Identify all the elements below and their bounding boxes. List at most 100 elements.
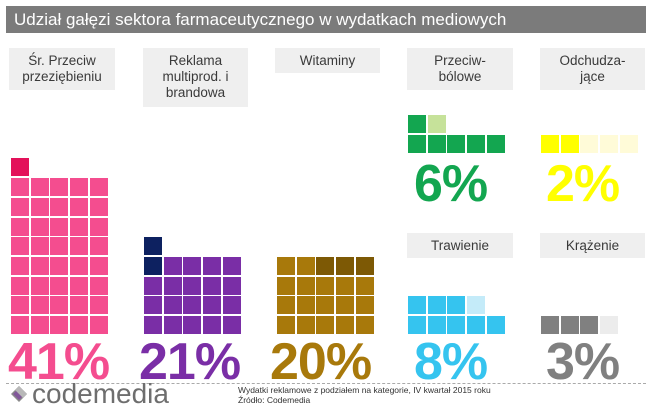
label-przeciwbolowe: Przeciw- bólowe [407,48,513,90]
waffle-cell [89,256,108,275]
waffle-cell [296,276,315,295]
waffle-cell [30,316,49,334]
waffle-cell [600,135,619,153]
waffle-cell [277,256,295,275]
waffle-cell [50,296,69,315]
waffle-cell [30,237,49,256]
pct-trawienie: 8% [414,333,488,391]
waffle-cell [144,316,162,334]
pct-multiprod: 21% [139,333,241,391]
waffle-cell [316,296,335,315]
waffle-cell [70,276,89,295]
waffle-cell [296,256,315,275]
waffle-cell [11,197,29,216]
footnote-source: Źródło: Codemedia [238,395,311,405]
waffle-cell [50,197,69,216]
waffle-cell [30,217,49,236]
waffle-cell [467,296,486,315]
waffle-cell [70,217,89,236]
waffle-cell [427,135,446,153]
waffle-cell [70,256,89,275]
waffle-cell [447,135,466,153]
waffle-cell [296,296,315,315]
waffle-cell [144,237,162,256]
waffle-cell [336,256,355,275]
waffle-cell [89,197,108,216]
waffle-cell [486,135,505,153]
waffle-cell [70,316,89,334]
waffle-cell [316,276,335,295]
waffle-cell [467,135,486,153]
waffle-cell [408,115,426,134]
waffle-cell [50,217,69,236]
waffle-cell [183,296,202,315]
logo-diamond-icon [11,386,27,402]
pct-przeciwbolowe: 6% [414,155,488,213]
waffle-cell [336,316,355,334]
waffle-cell [30,276,49,295]
waffle-cell [89,237,108,256]
waffle-cell [203,256,222,275]
label-multiprod: Reklama multiprod. i brandowa [143,48,248,107]
waffle-cell [560,316,579,334]
waffle-cell [144,276,162,295]
waffle-cell [408,316,426,334]
waffle-cell [277,276,295,295]
waffle-cell [183,276,202,295]
waffle-cell [11,158,29,177]
waffle-cell [11,316,29,334]
waffle-cell [70,296,89,315]
waffle-cell [447,296,466,315]
waffle-cell [203,276,222,295]
waffle-cell [11,178,29,197]
waffle-cell [11,256,29,275]
waffle-cell [277,316,295,334]
waffle-cell [30,178,49,197]
label-przeziebienie: Śr. Przeciw przeziębieniu [9,48,115,90]
waffle-cell [355,256,374,275]
waffle-cell [355,316,374,334]
waffle-cell [70,197,89,216]
chart-title: Udział gałęzi sektora farmaceutycznego w… [6,6,646,33]
waffle-cell [222,276,241,295]
waffle-cell [560,135,579,153]
waffle-cell [408,296,426,315]
waffle-cell [50,178,69,197]
waffle-cell [619,135,638,153]
pct-witaminy: 20% [270,333,372,391]
waffle-cell [89,296,108,315]
waffle-cell [355,296,374,315]
codemedia-logo: codemedia [10,380,169,408]
waffle-cell [316,256,335,275]
waffle-cell [11,217,29,236]
label-trawienie: Trawienie [407,233,513,258]
label-witaminy: Witaminy [275,48,380,73]
waffle-cell [89,276,108,295]
footnote-description: Wydatki reklamowe z podziałem na kategor… [238,385,491,395]
separator-line [6,383,646,384]
waffle-cell [203,316,222,334]
waffle-cell [336,296,355,315]
waffle-cell [447,316,466,334]
waffle-cell [144,256,162,275]
waffle-cell [408,135,426,153]
waffle-cell [467,316,486,334]
pct-odchudzajace: 2% [546,155,620,213]
waffle-cell [50,276,69,295]
waffle-cell [50,256,69,275]
waffle-cell [355,276,374,295]
waffle-cell [11,237,29,256]
waffle-cell [277,296,295,315]
waffle-cell [50,316,69,334]
pct-przeziebienie: 41% [8,333,110,391]
waffle-cell [222,256,241,275]
waffle-cell [541,316,559,334]
waffle-cell [427,115,446,134]
waffle-cell [580,316,599,334]
waffle-cell [316,316,335,334]
waffle-cell [336,276,355,295]
waffle-cell [222,316,241,334]
waffle-cell [222,296,241,315]
waffle-cell [30,197,49,216]
footnote: Wydatki reklamowe z podziałem na kategor… [238,385,491,405]
